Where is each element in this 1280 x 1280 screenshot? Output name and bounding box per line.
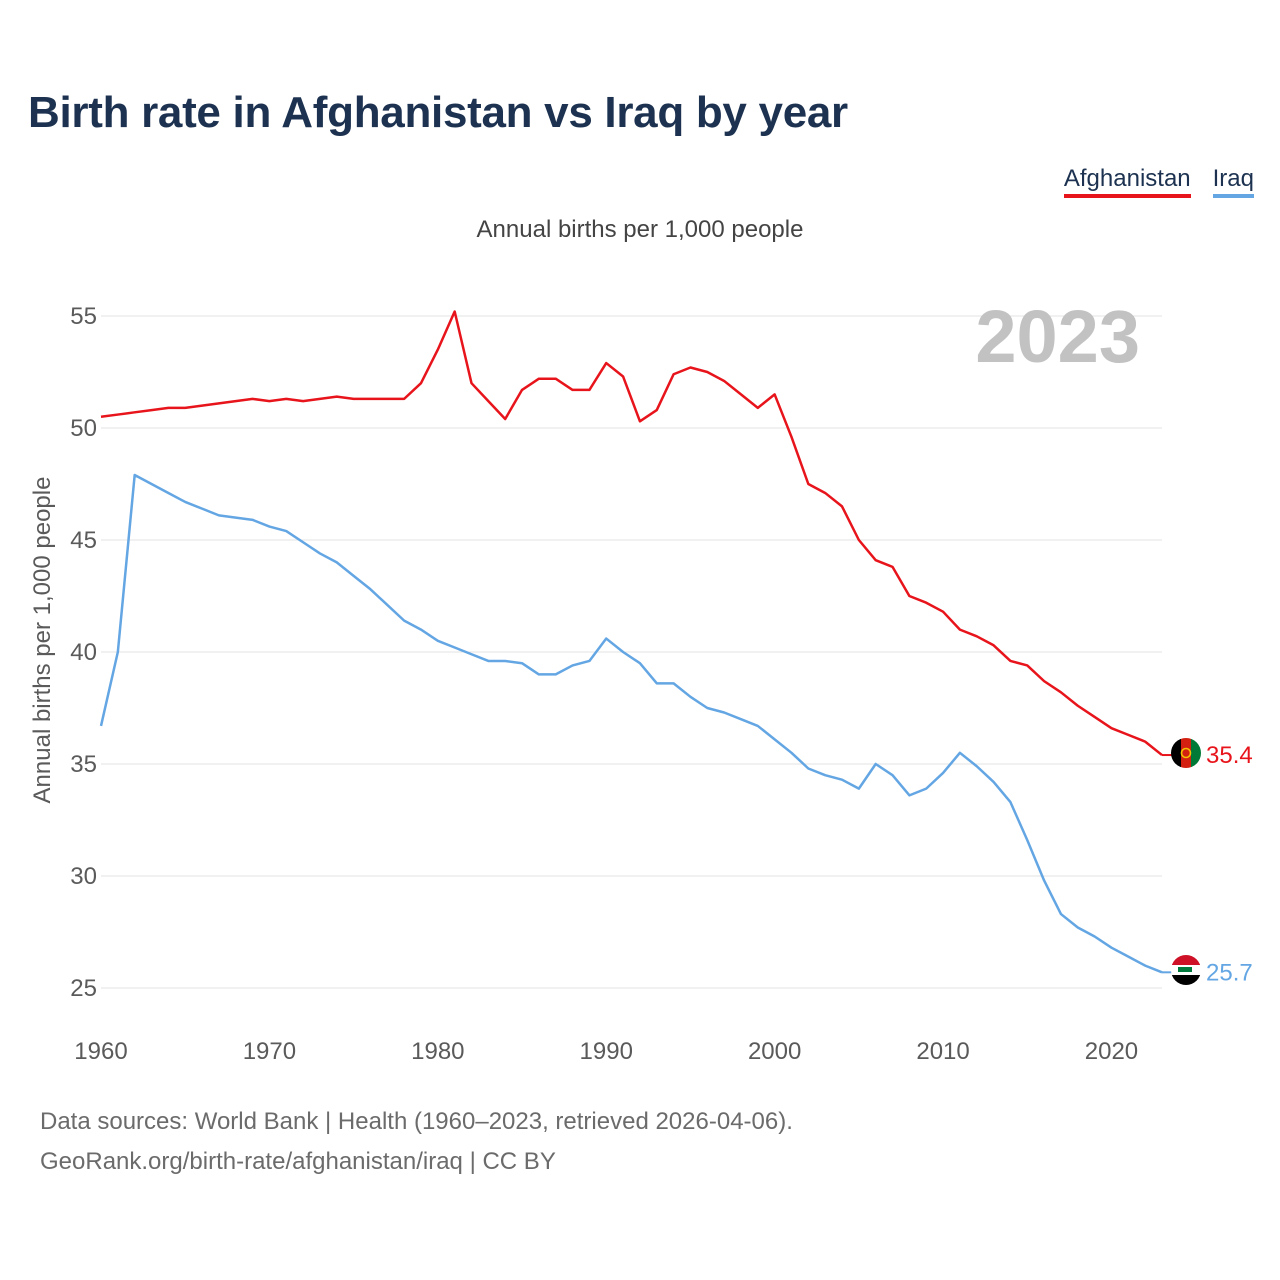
series-line-afghanistan [100,310,1163,757]
source-url: GeoRank.org/birth-rate/afghanistan/iraq … [40,1148,556,1175]
series-line-iraq [99,473,1163,974]
gridlines [101,315,1162,989]
x-tick-label: 1960 [74,1038,127,1065]
y-axis-ticks: 25 30 35 40 45 50 55 [70,303,97,1002]
x-tick-label: 2010 [916,1038,969,1065]
x-tick-label: 1970 [243,1038,296,1065]
y-tick-label: 35 [70,751,97,778]
series-layer: 35.4 25.7 [99,310,1253,986]
x-axis-ticks: 1960 1970 1980 1990 2000 2010 2020 [74,1038,1138,1065]
year-watermark: 2023 [975,295,1140,378]
end-value-label-afghanistan: 35.4 [1206,742,1253,769]
afghanistan-flag-icon [1171,738,1201,768]
legend-item-iraq[interactable]: Iraq [1212,166,1254,198]
end-value-label-iraq: 25.7 [1206,959,1253,986]
y-axis-label: Annual births per 1,000 people [29,477,56,804]
chart-legend: Afghanistan Iraq [1063,166,1254,198]
x-tick-label: 1980 [411,1038,464,1065]
source-citation: Data sources: World Bank | Health (1960–… [40,1108,793,1135]
chart-subtitle: Annual births per 1,000 people [476,216,804,243]
x-tick-label: 1990 [580,1038,633,1065]
line-chart: 2023 25 30 35 40 45 50 55 1960 1970 1980 1990 2000… [29,295,1253,1065]
y-tick-label: 50 [70,415,97,442]
y-tick-label: 30 [70,863,97,890]
chart-title: Birth rate in Afghanistan vs Iraq by yea… [28,88,848,137]
y-tick-label: 25 [70,975,97,1002]
iraq-flag-icon [1171,955,1201,985]
legend-item-afghanistan[interactable]: Afghanistan [1063,166,1191,198]
y-tick-label: 55 [70,303,97,330]
y-tick-label: 40 [70,639,97,666]
y-tick-label: 45 [70,527,97,554]
x-tick-label: 2000 [748,1038,801,1065]
x-tick-label: 2020 [1085,1038,1138,1065]
